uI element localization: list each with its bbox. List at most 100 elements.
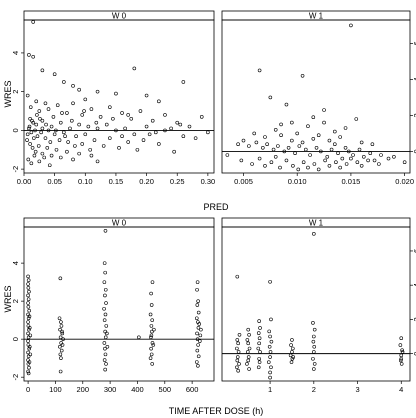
data-point xyxy=(103,329,107,334)
plot-frame xyxy=(221,19,411,174)
data-point xyxy=(247,346,252,351)
data-point xyxy=(27,327,31,332)
data-point xyxy=(247,367,251,371)
data-point xyxy=(26,301,30,305)
x-tick-label: 0.15 xyxy=(109,177,124,186)
data-point xyxy=(258,350,262,354)
data-point xyxy=(235,358,240,363)
data-point xyxy=(399,358,403,363)
data-point xyxy=(27,325,32,330)
data-point xyxy=(137,335,141,340)
data-point xyxy=(117,146,121,150)
data-point xyxy=(26,362,31,366)
data-point xyxy=(150,280,155,284)
data-point xyxy=(306,165,310,170)
data-point xyxy=(58,352,63,357)
data-point xyxy=(314,146,319,150)
y-tick-label: 4 xyxy=(11,51,20,55)
data-point xyxy=(66,140,70,144)
x-tick-label: 0.20 xyxy=(139,177,154,186)
data-point xyxy=(400,348,404,353)
data-point xyxy=(368,151,373,155)
x-tick-label: 2 xyxy=(312,385,316,394)
data-point xyxy=(26,282,30,286)
data-point xyxy=(268,95,273,100)
data-point xyxy=(273,128,278,132)
data-point xyxy=(29,130,34,135)
data-point xyxy=(27,124,32,129)
strip-label: W 1 xyxy=(309,219,324,228)
data-point xyxy=(399,336,404,341)
data-point xyxy=(311,321,315,325)
data-point xyxy=(32,136,36,140)
y-tick-label: 0 xyxy=(11,337,20,341)
x-tick-label: 100 xyxy=(49,385,62,394)
data-point xyxy=(149,324,154,328)
data-point xyxy=(312,334,316,339)
data-point xyxy=(257,319,261,323)
data-point xyxy=(102,341,107,345)
data-point xyxy=(247,332,251,337)
data-point xyxy=(42,155,47,160)
x-tick-label: 0.05 xyxy=(47,177,62,186)
data-point xyxy=(300,74,305,78)
x-tick-label: 600 xyxy=(186,385,199,394)
data-point xyxy=(250,162,254,166)
data-point xyxy=(338,135,342,139)
data-point xyxy=(327,138,332,143)
data-point xyxy=(43,136,48,140)
data-point xyxy=(33,128,37,133)
data-point xyxy=(199,115,204,119)
data-point xyxy=(89,153,94,158)
data-point xyxy=(111,116,115,121)
strip-label: W 0 xyxy=(112,12,127,21)
data-point xyxy=(103,352,108,357)
data-point xyxy=(147,132,152,137)
data-point xyxy=(289,360,294,364)
data-point xyxy=(30,146,35,150)
data-point xyxy=(338,165,342,170)
data-point xyxy=(319,149,323,154)
panel-3: W 0 0 100 200 300 400 500 600 -2 0 2 4 xyxy=(11,217,215,394)
y-tick-label: 2 xyxy=(412,317,416,321)
x-tick-label: 500 xyxy=(159,385,172,394)
data-point xyxy=(40,126,45,131)
data-point xyxy=(323,158,327,163)
data-point xyxy=(311,115,316,119)
data-point xyxy=(290,138,294,143)
data-point xyxy=(27,314,32,319)
data-point xyxy=(26,286,31,290)
x-tick-label: 0.10 xyxy=(78,177,93,186)
data-point xyxy=(26,157,31,162)
data-point xyxy=(26,274,30,279)
data-point xyxy=(25,132,30,137)
data-point xyxy=(62,130,66,135)
data-point xyxy=(366,158,370,163)
data-point xyxy=(28,333,33,338)
data-point xyxy=(293,151,297,155)
data-point xyxy=(153,130,158,135)
data-point xyxy=(101,144,106,148)
data-point xyxy=(291,164,295,168)
data-point xyxy=(26,335,31,340)
data-point xyxy=(144,93,149,98)
data-point xyxy=(26,293,30,298)
data-point xyxy=(263,164,267,168)
data-point xyxy=(120,111,124,115)
data-point xyxy=(33,149,38,154)
data-point xyxy=(273,155,278,159)
data-point xyxy=(52,72,57,77)
data-point xyxy=(372,158,377,163)
data-point xyxy=(57,138,62,142)
data-point xyxy=(284,102,289,107)
x-tick-label: 0.015 xyxy=(342,177,361,186)
data-point xyxy=(276,144,280,148)
data-point xyxy=(65,149,69,154)
data-point xyxy=(150,118,155,123)
data-point xyxy=(268,279,272,284)
data-point xyxy=(102,318,107,322)
data-point xyxy=(132,66,137,71)
data-point xyxy=(402,160,407,164)
data-point xyxy=(266,360,271,364)
data-point xyxy=(57,316,62,321)
